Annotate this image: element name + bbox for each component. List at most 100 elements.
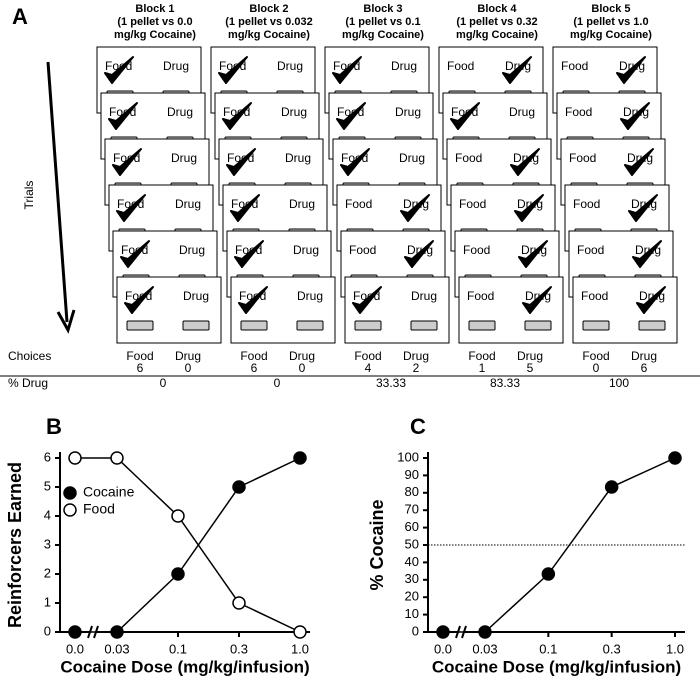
series-line: [443, 457, 676, 633]
block-title: (1 pellet vs 0.1: [345, 16, 420, 28]
checkmark: [222, 102, 252, 130]
card-label: Food: [459, 197, 486, 211]
x-tick-label: 0.3: [230, 641, 248, 656]
checkmark: [616, 56, 646, 84]
card-label: Food: [345, 197, 372, 211]
checkmark: [450, 102, 480, 130]
block-title: mg/kg Cocaine): [570, 29, 652, 41]
checkmark: [514, 194, 544, 222]
y-tick-label: 1: [44, 594, 51, 609]
checkmark: [112, 148, 142, 176]
marker: [110, 451, 124, 465]
drug-header: Drug: [289, 349, 315, 363]
y-tick-label: 4: [44, 507, 51, 522]
card-label: Food: [463, 243, 490, 257]
marker: [232, 480, 246, 494]
card-label: Drug: [411, 289, 437, 303]
block-title: Block 4: [477, 3, 517, 15]
marker: [668, 451, 682, 465]
pellet-slot: [582, 320, 610, 331]
checkmark: [238, 286, 268, 314]
checkmark: [116, 194, 146, 222]
food-count: 1: [479, 361, 486, 375]
card-label: Drug: [163, 59, 189, 73]
drug-count: 6: [641, 361, 648, 375]
y-tick-label: 90: [405, 467, 419, 482]
x-tick-label: 0.03: [104, 641, 129, 656]
y-tick-label: 3: [44, 536, 51, 551]
x-tick-label: 0.0: [434, 641, 452, 656]
checkmark: [628, 194, 658, 222]
x-tick-label: 0.03: [472, 641, 497, 656]
card-label: Drug: [297, 289, 323, 303]
drug-count: 0: [185, 361, 192, 375]
y-tick-label: 20: [405, 589, 419, 604]
checkmark: [400, 194, 430, 222]
checkmark: [108, 102, 138, 130]
y-axis-label: Reinforcers Earned: [5, 462, 25, 628]
x-tick-label: 1.0: [291, 641, 309, 656]
block-title: mg/kg Cocaine): [114, 29, 196, 41]
percent-label: % Drug: [8, 376, 48, 390]
card-label: Drug: [171, 151, 197, 165]
card-label: Food: [565, 105, 592, 119]
block-title: Block 5: [591, 3, 630, 15]
block-title: mg/kg Cocaine): [456, 29, 538, 41]
food-header: Food: [354, 349, 381, 363]
marker: [436, 625, 450, 639]
block-title: mg/kg Cocaine): [228, 29, 310, 41]
y-tick-label: 6: [44, 449, 51, 464]
trial-card: [458, 276, 564, 344]
card-label: Drug: [391, 59, 417, 73]
food-header: Food: [126, 349, 153, 363]
food-count: 4: [365, 361, 372, 375]
x-axis-label: Cocaine Dose (mg/kg/infusion): [60, 657, 309, 676]
y-tick-label: 100: [397, 449, 419, 464]
y-tick-label: 5: [44, 478, 51, 493]
checkmark: [230, 194, 260, 222]
checkmark: [522, 286, 552, 314]
drug-header: Drug: [175, 349, 201, 363]
block-title: (1 pellet vs 0.32: [456, 16, 537, 28]
y-tick-label: 10: [405, 606, 419, 621]
marker: [604, 480, 619, 494]
drug-header: Drug: [517, 349, 543, 363]
drug-count: 5: [527, 361, 534, 375]
percent-drug: 33.33: [376, 376, 406, 390]
y-tick-label: 70: [405, 502, 419, 517]
y-tick-label: 0: [412, 623, 419, 638]
trials-arrowhead: [56, 309, 76, 334]
pellet-slot: [468, 320, 496, 331]
card-label: Food: [561, 59, 588, 73]
card-label: Food: [349, 243, 376, 257]
pellet-slot: [524, 320, 552, 331]
checkmark: [336, 102, 366, 130]
card-label: Food: [573, 197, 600, 211]
card-label: Drug: [509, 105, 535, 119]
block-title: (1 pellet vs 0.0: [117, 16, 192, 28]
food-count: 6: [251, 361, 258, 375]
pellet-slot: [296, 320, 324, 331]
drug-count: 0: [299, 361, 306, 375]
card-label: Drug: [281, 105, 307, 119]
block-title: (1 pellet vs 1.0: [573, 16, 648, 28]
checkmark: [624, 148, 654, 176]
percent-drug: 100: [609, 376, 629, 390]
legend-label: Cocaine: [83, 484, 135, 500]
marker: [171, 567, 185, 581]
card-label: Food: [455, 151, 482, 165]
y-tick-label: 0: [44, 623, 51, 638]
card-label: Drug: [289, 197, 315, 211]
x-tick-label: 1.0: [666, 641, 684, 656]
percent-drug: 0: [274, 376, 281, 390]
card-label: Drug: [285, 151, 311, 165]
checkmark: [124, 286, 154, 314]
checkmark: [636, 286, 666, 314]
food-header: Food: [582, 349, 609, 363]
card-label: Drug: [399, 151, 425, 165]
drug-header: Drug: [403, 349, 429, 363]
pellet-slot: [410, 320, 438, 331]
panel-label: B: [46, 414, 62, 439]
block-title: Block 2: [249, 3, 288, 15]
